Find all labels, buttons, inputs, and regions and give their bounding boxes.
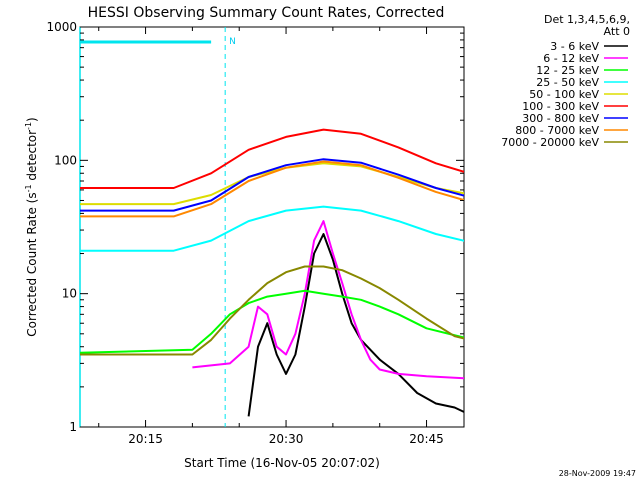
x-axis-label: Start Time (16-Nov-05 20:07:02) [184,456,380,470]
x-tick-label: 20:30 [269,432,304,446]
series-line-2 [192,220,464,380]
legend-entry-label: 7000 - 20000 keV [501,136,599,149]
series-line-7 [80,158,464,212]
series-line-9 [80,265,464,356]
legend-entry-label: 300 - 800 keV [522,112,599,125]
plot-frame [79,26,465,428]
y-axis-label-part3: ) [25,117,39,122]
series-line-1 [247,233,464,417]
legend-entry-label: 100 - 300 keV [522,100,599,113]
series-line-8 [80,160,464,218]
legend-entry-label: 3 - 6 keV [550,40,599,53]
y-tick-label: 1000 [46,20,77,34]
y-axis-label-sup2: -1 [24,122,33,130]
series-line-3 [80,289,464,354]
y-axis-label-part1: Corrected Count Rate (s [25,192,39,336]
legend-entry-label: 25 - 50 keV [536,76,599,89]
y-axis-label-part2: detector [25,130,39,185]
y-tick-label: 1 [69,420,77,434]
y-axis-label: Corrected Count Rate (s-1 detector-1) [24,117,39,336]
series-line-6 [80,128,464,189]
chart-title: HESSI Observing Summary Count Rates, Cor… [88,5,445,21]
series-line-5 [80,162,464,206]
legend-header-1: Det 1,3,4,5,6,9, [544,13,630,26]
legend-entry-label: 12 - 25 keV [536,64,599,77]
legend-entry-label: 50 - 100 keV [529,88,599,101]
y-tick-label: 100 [54,153,77,167]
y-axis-label-sup1: -1 [24,184,33,192]
legend-entry-label: 6 - 12 keV [543,52,599,65]
legend-header-2: Att 0 [604,25,630,38]
legend-entry-label: 800 - 7000 keV [515,124,599,137]
timestamp: 28-Nov-2009 19:47 [559,469,636,478]
y-tick-label: 10 [62,287,77,301]
x-tick-label: 20:15 [128,432,163,446]
series-line-4 [80,205,464,252]
x-tick-label: 20:45 [409,432,444,446]
night-flag-label: N [229,37,236,47]
